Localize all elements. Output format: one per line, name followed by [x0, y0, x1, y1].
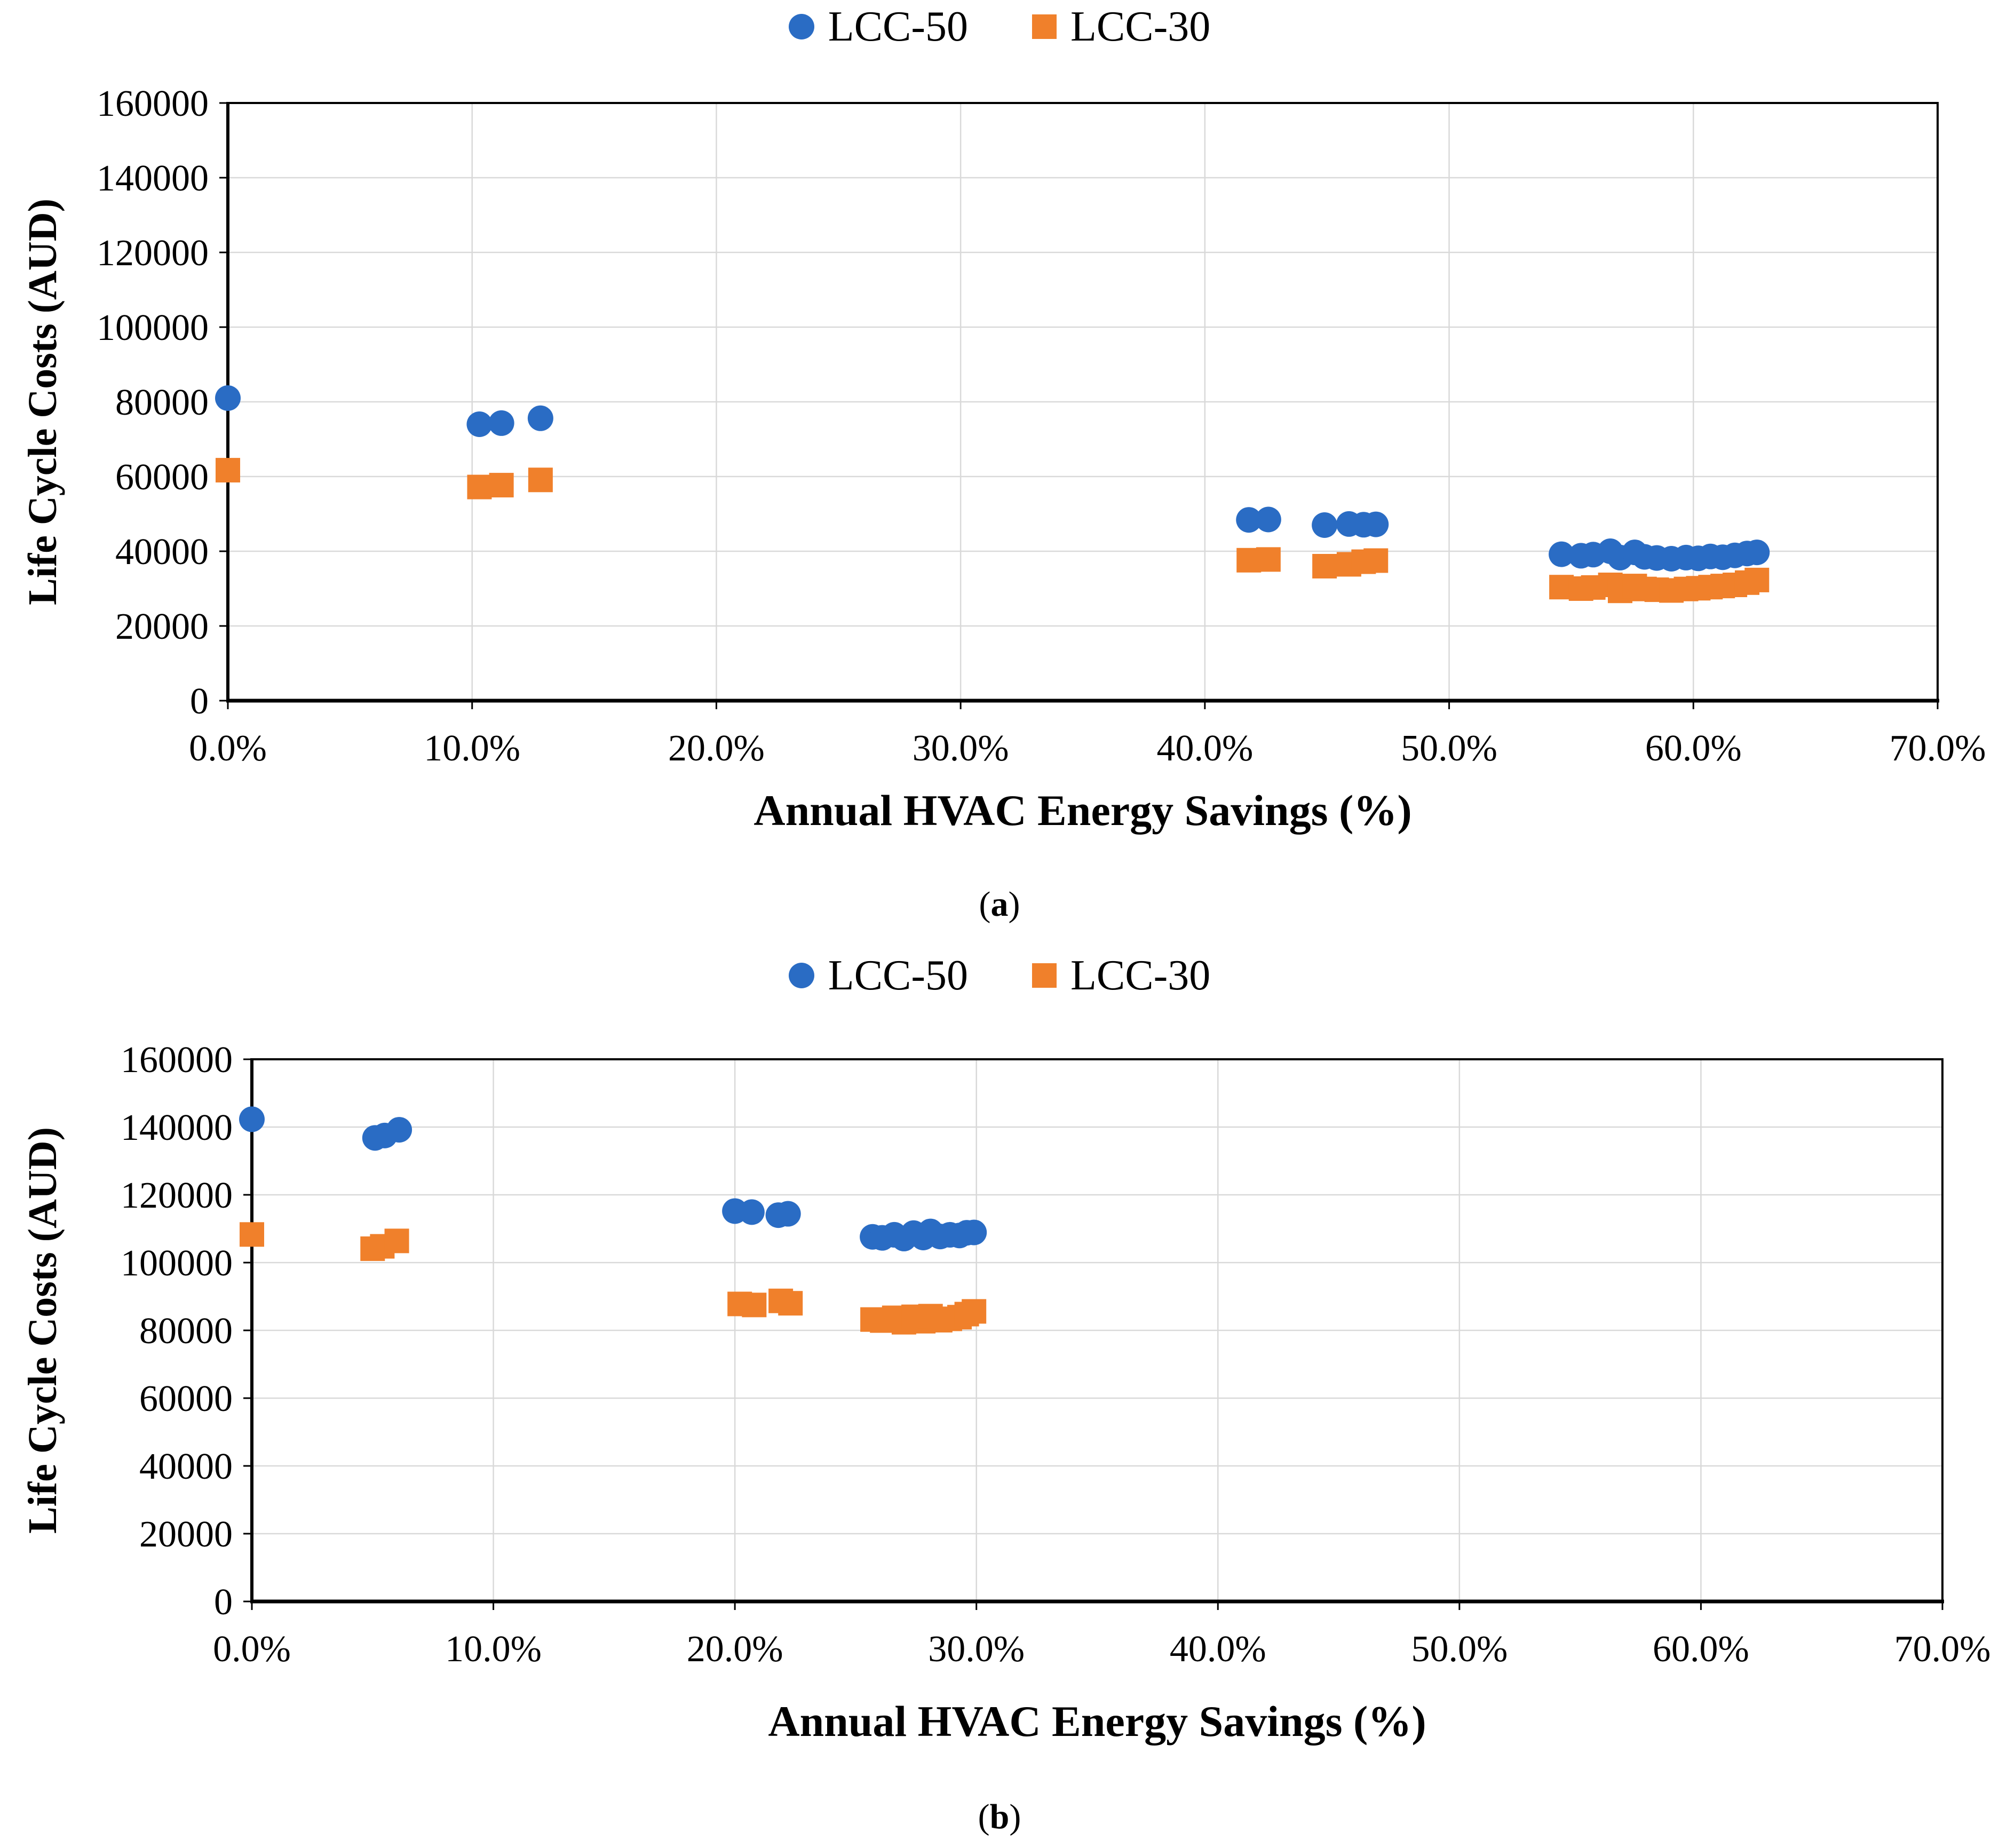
y-tick-label: 40000: [139, 1446, 233, 1487]
y-tick-label: 120000: [121, 1175, 233, 1216]
scatter-plot-b: 0 20000 40000 60000 80000 100000 120000 140000 1…: [121, 1040, 1991, 1670]
data-point-lcc-50: [1255, 506, 1281, 533]
x-tick-label: 10.0%: [424, 728, 520, 769]
y-tick-label: 60000: [115, 457, 209, 498]
data-point-lcc-30: [1363, 548, 1389, 573]
data-point-lcc-30: [528, 467, 553, 493]
x-tick-label: 10.0%: [445, 1629, 542, 1670]
data-point-lcc-30: [467, 474, 492, 499]
data-point-lcc-30: [1744, 567, 1770, 592]
x-axis-title-a: Annual HVAC Energy Savings (%): [753, 786, 1412, 835]
x-tick-label: 30.0%: [928, 1629, 1025, 1670]
data-point-lcc-50: [1312, 512, 1338, 538]
caption-a-letter: a: [990, 885, 1009, 924]
scatter-plot-a: 0 20000 40000 60000 80000 100000 120000 140000 1…: [97, 83, 1986, 769]
data-point-lcc-50: [239, 1106, 265, 1132]
data-point-lcc-50: [1363, 511, 1389, 537]
x-tick-label: 0.0%: [189, 728, 267, 769]
data-point-lcc-50: [775, 1201, 801, 1227]
legend-label-lcc50: LCC-50: [828, 3, 968, 50]
x-tick-label: 40.0%: [1170, 1629, 1266, 1670]
y-tick-label: 0: [190, 681, 209, 722]
y-tick-label: 40000: [115, 532, 209, 573]
x-tick-label: 20.0%: [687, 1629, 783, 1670]
data-point-lcc-50: [527, 405, 553, 431]
y-tick-label: 160000: [97, 83, 209, 124]
caption-b: (b): [0, 1799, 1999, 1835]
caption-b-close: ): [1009, 1797, 1021, 1836]
y-tick-label: 140000: [121, 1107, 233, 1148]
legend-b: LCC-50 LCC-30: [0, 949, 1999, 1002]
data-point-lcc-30: [240, 1222, 264, 1247]
legend-label-lcc30: LCC-30: [1070, 952, 1211, 999]
data-point-lcc-30: [1256, 547, 1281, 572]
data-point-lcc-50: [215, 385, 241, 411]
legend-label-lcc50: LCC-50: [828, 952, 968, 999]
caption-a: (a): [0, 887, 1999, 922]
data-point-lcc-50: [386, 1117, 413, 1143]
y-tick-label: 60000: [139, 1378, 233, 1419]
x-tick-label: 50.0%: [1411, 1629, 1508, 1670]
legend-label-lcc30: LCC-30: [1070, 3, 1211, 50]
y-tick-label: 100000: [121, 1243, 233, 1284]
y-tick-label: 160000: [121, 1040, 233, 1081]
data-point-lcc-50: [466, 411, 493, 437]
x-tick-label: 60.0%: [1645, 728, 1742, 769]
data-point-lcc-30: [489, 473, 514, 498]
data-point-lcc-50: [1236, 507, 1262, 533]
caption-a-close: ): [1008, 885, 1020, 924]
x-tick-label: 20.0%: [668, 728, 765, 769]
x-tick-label: 30.0%: [913, 728, 1009, 769]
caption-a-open: (: [979, 885, 991, 924]
x-tick-label: 40.0%: [1156, 728, 1253, 769]
x-tick-label: 70.0%: [1890, 728, 1986, 769]
data-point-lcc-50: [739, 1199, 765, 1225]
legend-a: LCC-50 LCC-30: [0, 0, 1999, 53]
lcc50-circle-icon: [788, 14, 814, 39]
y-tick-label: 120000: [97, 233, 209, 274]
data-point-lcc-50: [961, 1219, 987, 1246]
data-point-lcc-50: [1744, 540, 1770, 566]
data-point-lcc-30: [962, 1299, 987, 1324]
data-point-lcc-30: [384, 1228, 409, 1254]
lcc50-circle-icon: [788, 963, 814, 988]
legend-item-lcc50: LCC-50: [788, 3, 968, 50]
x-tick-label: 60.0%: [1653, 1629, 1749, 1670]
data-point-lcc-50: [1549, 541, 1575, 567]
x-tick-label: 70.0%: [1894, 1629, 1991, 1670]
x-tick-label: 50.0%: [1401, 728, 1497, 769]
data-point-lcc-50: [488, 410, 514, 436]
y-tick-label: 20000: [115, 606, 209, 647]
data-point-lcc-30: [216, 458, 240, 483]
caption-b-open: (: [978, 1797, 990, 1836]
legend-item-lcc50: LCC-50: [788, 952, 968, 999]
y-tick-label: 80000: [115, 382, 209, 423]
legend-item-lcc30: LCC-30: [1032, 954, 1210, 997]
y-tick-label: 80000: [139, 1311, 233, 1352]
data-point-lcc-30: [778, 1291, 803, 1316]
x-tick-label: 0.0%: [213, 1629, 291, 1670]
y-axis-title-a: Life Cycle Costs (AUD): [20, 199, 65, 605]
lcc30-square-icon: [1032, 963, 1057, 988]
y-axis-title-b: Life Cycle Costs (AUD): [20, 1127, 65, 1534]
y-tick-label: 0: [214, 1582, 233, 1623]
x-axis-title-b: Annual HVAC Energy Savings (%): [768, 1697, 1426, 1746]
legend-item-lcc30: LCC-30: [1032, 5, 1210, 48]
data-point-lcc-30: [1312, 554, 1337, 578]
y-tick-label: 100000: [97, 307, 209, 348]
caption-b-letter: b: [989, 1797, 1010, 1836]
lcc30-square-icon: [1032, 14, 1057, 39]
data-point-lcc-30: [742, 1292, 767, 1318]
y-tick-label: 20000: [139, 1514, 233, 1555]
y-tick-label: 140000: [97, 158, 209, 199]
